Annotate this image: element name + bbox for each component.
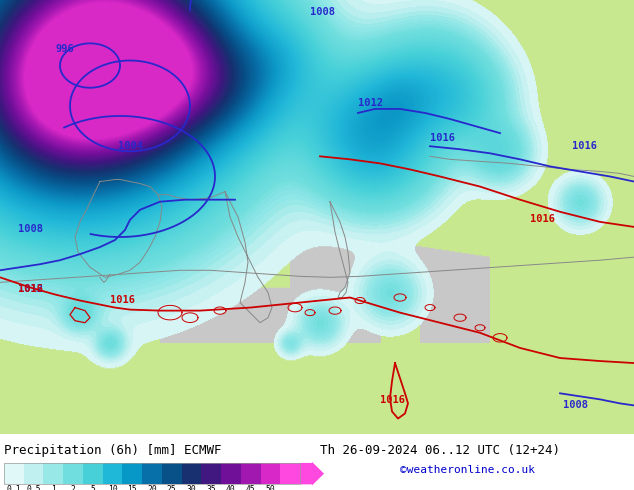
Bar: [103, 463, 122, 484]
Text: ©weatheronline.co.uk: ©weatheronline.co.uk: [400, 466, 535, 475]
Bar: [261, 463, 280, 484]
Text: 0.1: 0.1: [6, 486, 21, 490]
Text: 35: 35: [206, 486, 216, 490]
Text: Precipitation (6h) [mm] ECMWF: Precipitation (6h) [mm] ECMWF: [4, 444, 221, 457]
Bar: [44, 463, 63, 484]
Text: 15: 15: [127, 486, 137, 490]
Bar: [280, 463, 300, 484]
Bar: [162, 463, 181, 484]
Text: 25: 25: [167, 486, 177, 490]
Bar: [23, 463, 44, 484]
Text: 1008: 1008: [310, 7, 335, 17]
Bar: [142, 463, 162, 484]
Text: 40: 40: [226, 486, 236, 490]
Bar: [4, 463, 300, 484]
Text: 1012: 1012: [358, 98, 383, 108]
Text: 1004: 1004: [118, 141, 143, 151]
Text: 1: 1: [51, 486, 56, 490]
Text: 1016: 1016: [110, 294, 135, 305]
Text: 10: 10: [108, 486, 117, 490]
Text: 5: 5: [91, 486, 95, 490]
Text: 1008: 1008: [18, 224, 43, 234]
Bar: [63, 463, 83, 484]
Bar: [241, 463, 261, 484]
Text: 1016: 1016: [572, 141, 597, 151]
Bar: [202, 463, 221, 484]
Text: 996: 996: [55, 45, 74, 54]
Text: 0.5: 0.5: [26, 486, 41, 490]
Text: 1016: 1016: [18, 285, 43, 294]
Text: 50: 50: [266, 486, 275, 490]
Bar: [122, 463, 142, 484]
Text: 20: 20: [147, 486, 157, 490]
Text: 1016: 1016: [430, 133, 455, 143]
Text: 1016: 1016: [530, 214, 555, 224]
Text: 1012: 1012: [18, 285, 43, 294]
Text: Th 26-09-2024 06..12 UTC (12+24): Th 26-09-2024 06..12 UTC (12+24): [320, 444, 560, 457]
Text: 30: 30: [186, 486, 197, 490]
Bar: [181, 463, 202, 484]
Text: 1016: 1016: [380, 395, 405, 405]
Bar: [221, 463, 241, 484]
Text: 1008: 1008: [563, 400, 588, 411]
Text: 2: 2: [70, 486, 75, 490]
Bar: [83, 463, 103, 484]
Text: 45: 45: [246, 486, 256, 490]
Bar: [4, 463, 23, 484]
FancyArrow shape: [300, 462, 324, 486]
